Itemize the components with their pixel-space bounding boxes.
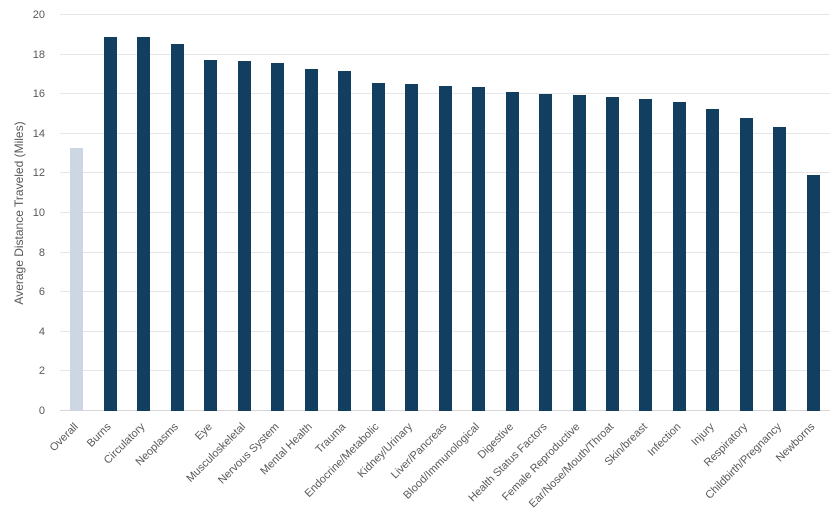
bar-cell: Neoplasms xyxy=(134,15,193,468)
bar-mental-health xyxy=(304,69,318,411)
y-tick-label: 16 xyxy=(32,88,45,101)
bar-cell: Nervous System xyxy=(216,15,294,486)
bar-musculoskeletal xyxy=(237,60,251,411)
bar-cell: Musculoskeletal xyxy=(184,15,260,485)
gridline xyxy=(60,14,830,15)
bar-neoplasms xyxy=(170,43,184,411)
bar-skin-breast xyxy=(639,99,653,411)
bar-overall xyxy=(70,147,84,411)
gridline xyxy=(60,53,830,55)
bar-cell: Female Reproductive xyxy=(500,15,595,503)
bar-childbirth-pregnancy xyxy=(773,126,787,411)
y-tick-label: 14 xyxy=(32,127,45,140)
bar-cell: Trauma xyxy=(314,15,361,456)
bar-burns xyxy=(103,36,117,411)
bar-cell: Skin/breast xyxy=(602,15,662,468)
bar-newborns xyxy=(806,175,820,411)
bars-row: Overall Burns Circulatory Neoplasms Eye Muscu… xyxy=(48,15,830,510)
bar-cell: Digestive xyxy=(475,15,528,461)
x-tick-label: Overall xyxy=(47,420,81,455)
bar-liver-pancreas xyxy=(438,86,452,411)
bar-circulatory xyxy=(137,36,151,411)
bar-cell: Newborns xyxy=(774,15,830,464)
x-tick-label: Injury xyxy=(689,420,717,449)
bar-cell: Burns xyxy=(85,15,126,450)
bar-cell: Liver/Pancreas xyxy=(389,15,461,481)
bar-digestive xyxy=(505,92,519,411)
bar-cell: Respiratory xyxy=(702,15,763,469)
x-tick-label: Eye xyxy=(192,420,215,443)
bar-cell: Health Status Factors xyxy=(466,15,562,504)
y-tick-label: 2 xyxy=(38,365,45,378)
y-axis-tick-labels: 0 2 4 6 8 10 12 14 16 18 20 xyxy=(0,9,52,417)
bar-cell: Kidney/Urinary xyxy=(356,15,428,480)
bar-cell: Infection xyxy=(645,15,696,459)
bar-blood-immunological xyxy=(472,87,486,411)
bar-respiratory xyxy=(739,117,753,411)
bar-cell: Overall xyxy=(48,15,93,454)
bar-eye xyxy=(204,59,218,411)
y-tick-label: 0 xyxy=(38,405,45,417)
bar-cell: Childbirth/Pregnancy xyxy=(703,15,796,502)
bar-health-status-factors xyxy=(539,94,553,411)
bar-female-reproductive xyxy=(572,95,586,411)
bar-injury xyxy=(706,109,720,411)
y-tick-label: 10 xyxy=(32,207,45,219)
x-tick-label: Burns xyxy=(85,420,115,450)
bar-kidney-urinary xyxy=(405,84,419,411)
bar-cell: Circulatory xyxy=(102,15,160,467)
bar-cell: Injury xyxy=(689,15,729,448)
y-tick-label: 4 xyxy=(38,325,45,338)
x-tick-label: Infection xyxy=(645,420,684,459)
y-tick-label: 20 xyxy=(32,9,45,21)
bar-cell: Eye xyxy=(193,15,227,443)
bar-cell: Blood/Immunological xyxy=(402,15,495,502)
y-tick-label: 12 xyxy=(32,167,45,180)
bar-nervous-system xyxy=(271,62,285,411)
plot-area: Overall Burns Circulatory Neoplasms Eye Muscu… xyxy=(48,14,830,510)
y-tick-label: 6 xyxy=(38,286,45,299)
bar-infection xyxy=(672,102,686,411)
bar-trauma xyxy=(338,71,352,411)
bar-endocrine-metabolic xyxy=(371,83,385,411)
y-tick-label: 8 xyxy=(38,246,45,259)
bar-cell: Ear/Nose/Mouth/Throat xyxy=(527,15,629,510)
bar-cell: Mental Health xyxy=(259,15,327,477)
bar-cell: Endocrine/Metabolic xyxy=(303,15,394,500)
y-tick-label: 18 xyxy=(32,48,45,61)
bar-ear-nose-mouth-throat xyxy=(605,97,619,411)
